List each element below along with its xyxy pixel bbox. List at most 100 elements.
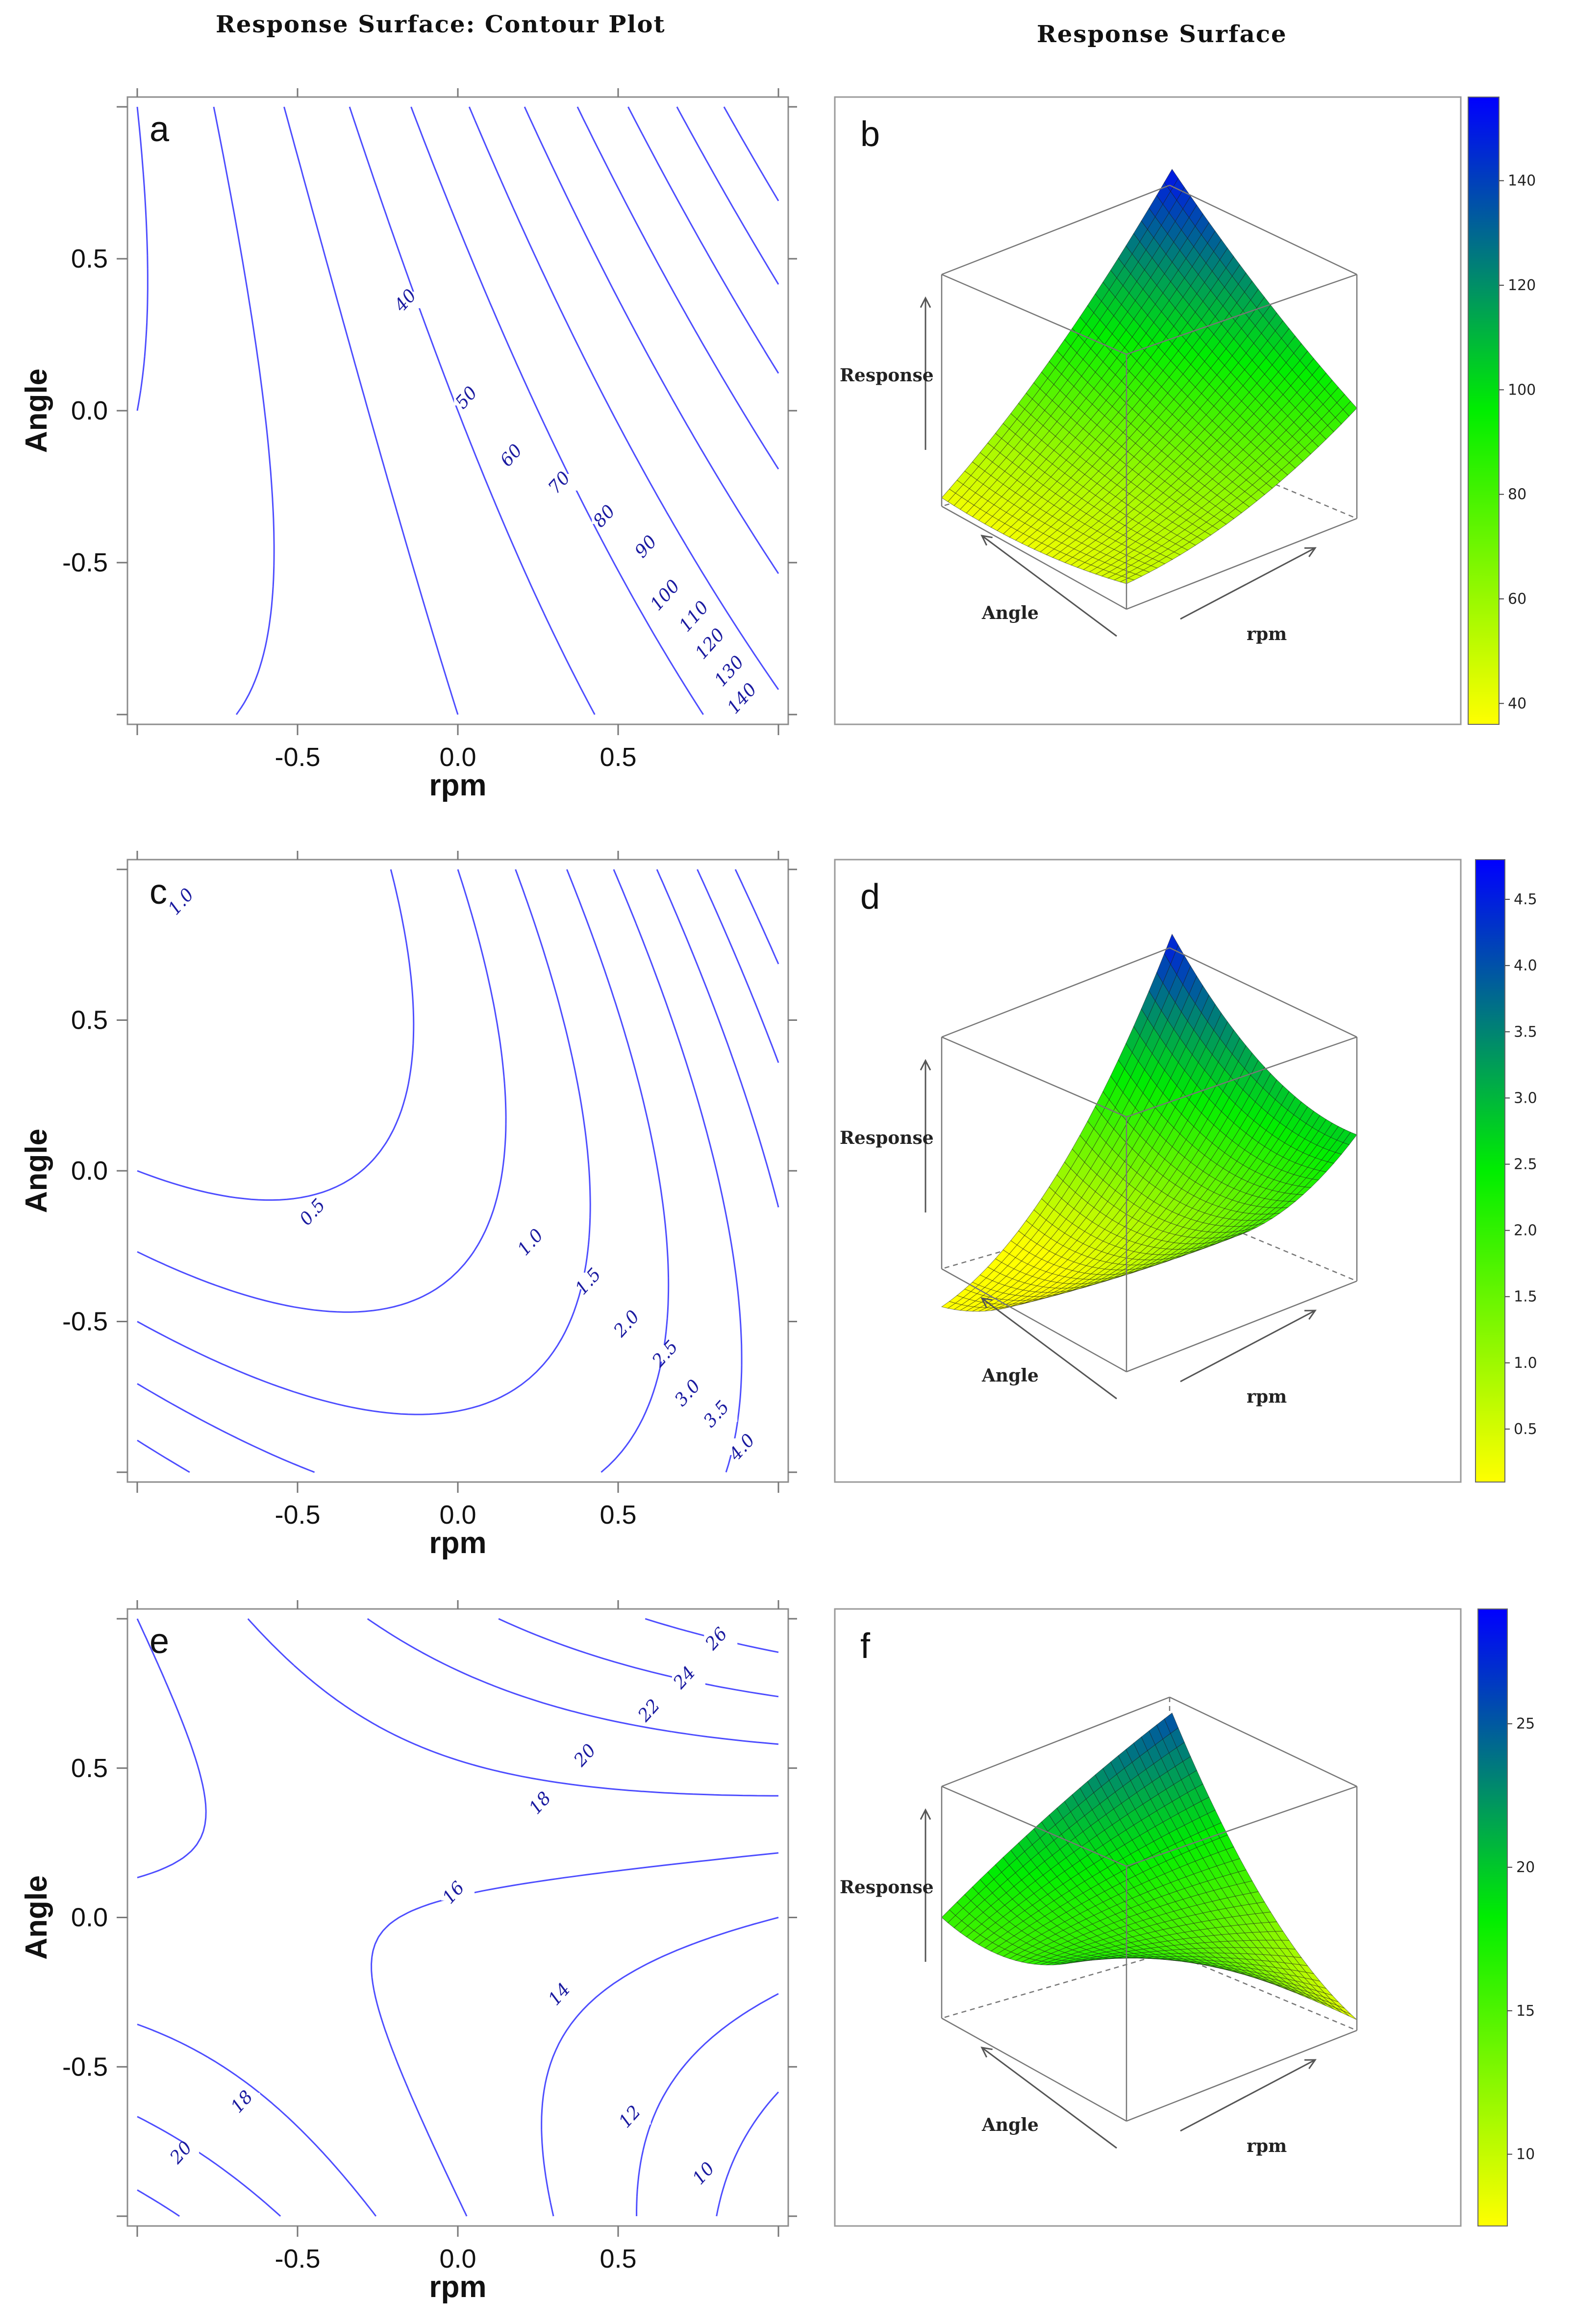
contour-label: 70	[545, 468, 575, 498]
x-tick-label: 0.0	[439, 742, 476, 772]
contour-label-bg	[575, 1272, 609, 1289]
colorbar-tick-label: 120	[1508, 277, 1536, 294]
contour-label: 20	[166, 2138, 196, 2168]
x-tick-label: 0.0	[439, 1500, 476, 1530]
contour-line-0.5	[137, 869, 415, 1201]
plot-frame	[126, 1608, 789, 2227]
colorbar-tick-label: 100	[1508, 381, 1536, 398]
y-tick-label: -0.5	[62, 2052, 108, 2081]
contour-line-100	[524, 106, 779, 574]
colorbar-tick-label: 4.0	[1514, 957, 1537, 974]
box-edge	[1126, 2029, 1357, 2122]
contour-label-bg	[441, 1883, 475, 1901]
panel-letter-e: e	[150, 1622, 169, 1661]
contour-label: 14	[545, 1979, 575, 2009]
box-hidden-edge	[1169, 1951, 1357, 2031]
contour-line-2.0	[137, 869, 670, 1473]
contour-line-2.5	[137, 869, 743, 1473]
contour-label: 110	[675, 597, 713, 636]
angle-axis-arrow-head	[980, 1297, 993, 1309]
x-tick-label: -0.5	[275, 2244, 320, 2274]
contour-label-bg	[172, 2144, 200, 2161]
box-edge	[1169, 184, 1357, 275]
rpm-axis-arrow	[1180, 1310, 1316, 1383]
contour-line-110	[576, 106, 779, 470]
contour-label-bg	[617, 2107, 651, 2125]
angle-axis-label: Angle	[981, 603, 1039, 623]
column-title-surface: Response Surface	[1037, 21, 1287, 48]
contour-label: 90	[631, 532, 661, 562]
contour-label-bg	[547, 1985, 580, 2003]
plot-frame	[834, 1608, 1462, 2227]
contour-label: 18	[227, 2087, 257, 2117]
box-edge	[1169, 947, 1357, 1038]
contour-panel-a: a -0.5 0.0 0.5 0.5 0.0 -0.5 rpm Angle 40 50 60 70 80 9…	[20, 88, 797, 802]
colorbar-tick-label: 1.0	[1514, 1355, 1537, 1372]
contour-label-bg	[172, 892, 200, 910]
y-axis-title: Angle	[20, 1129, 53, 1213]
contour-label: 50	[451, 383, 481, 413]
z-axis-arrow-head	[920, 296, 931, 308]
surface-panel-b: b Response Angle rpm 40 60 80 100 120 140	[834, 96, 1536, 725]
panel-letter-c: c	[150, 872, 167, 912]
contour-label: 22	[634, 1696, 664, 1726]
box-edge	[1126, 1280, 1357, 1373]
contour-label-bg	[704, 1405, 738, 1422]
contour-label: 12	[615, 2102, 645, 2132]
x-tick-label: 0.0	[439, 2244, 476, 2274]
x-axis-title: rpm	[429, 1526, 486, 1560]
box-edge	[941, 1268, 1127, 1373]
contour-label: 1.0	[514, 1225, 548, 1260]
y-tick-label: 0.0	[71, 1903, 108, 1932]
rpm-axis-arrow-head	[1304, 2059, 1317, 2069]
contour-line-70	[349, 106, 596, 715]
angle-axis-arrow-head	[980, 2047, 993, 2058]
angle-axis-arrow	[981, 535, 1117, 637]
contour-label: 16	[439, 1878, 469, 1907]
z-axis-arrow-head	[920, 1808, 931, 1820]
box-edge	[1126, 1036, 1357, 1118]
contour-line-60	[283, 106, 459, 715]
box-edge	[1126, 518, 1357, 610]
rpm-axis-label: rpm	[1247, 1386, 1287, 1407]
colorbar-tick-label: 15	[1516, 2003, 1535, 2020]
colorbar-tick-label: 10	[1516, 2146, 1535, 2163]
colorbar-tick-label: 40	[1508, 695, 1526, 712]
box-hidden-edge	[941, 1951, 1170, 2019]
colorbar-tick-label: 0.5	[1514, 1421, 1537, 1438]
contour-label: 20	[570, 1740, 600, 1771]
contour-label-bg	[698, 635, 731, 652]
colorbar-tick-label: 80	[1508, 486, 1526, 503]
box-edge	[941, 1036, 1127, 1118]
rpm-axis-arrow	[1180, 547, 1316, 620]
colorbar-tick-label: 25	[1516, 1715, 1535, 1732]
x-tick-label: -0.5	[275, 742, 320, 772]
contour-label-bg	[652, 586, 686, 603]
angle-axis-arrow	[981, 2047, 1117, 2149]
z-axis-label: Response	[840, 1128, 934, 1148]
contour-label-bg	[232, 2093, 260, 2110]
contour-label-bg	[633, 538, 667, 555]
surface-facet	[1164, 1712, 1179, 1734]
contour-label-bg	[729, 690, 763, 707]
surface-panel-f: f Response Angle rpm 10 15 20 25	[834, 1608, 1535, 2227]
panel-letter-f: f	[860, 1627, 871, 1666]
colorbar-tick-label: 2.0	[1514, 1222, 1537, 1239]
surface-mesh	[941, 1712, 1357, 2020]
angle-axis-arrow-head	[980, 535, 993, 546]
y-tick-label: 0.0	[71, 396, 108, 425]
contour-line-22	[137, 1618, 779, 2217]
contour-label: 60	[497, 441, 526, 470]
contour-line-40	[136, 106, 149, 411]
box-edge	[1169, 1696, 1357, 1787]
contour-line-14	[541, 1917, 779, 2217]
box-edge	[941, 1696, 1170, 1787]
contour-label-bg	[573, 1746, 606, 1763]
box-edge	[941, 273, 1127, 355]
z-axis-label: Response	[840, 365, 934, 386]
contour-label-bg	[547, 474, 580, 491]
contour-label-bg	[592, 507, 625, 524]
surface-mesh	[941, 933, 1357, 1312]
box-edge	[1126, 273, 1357, 355]
